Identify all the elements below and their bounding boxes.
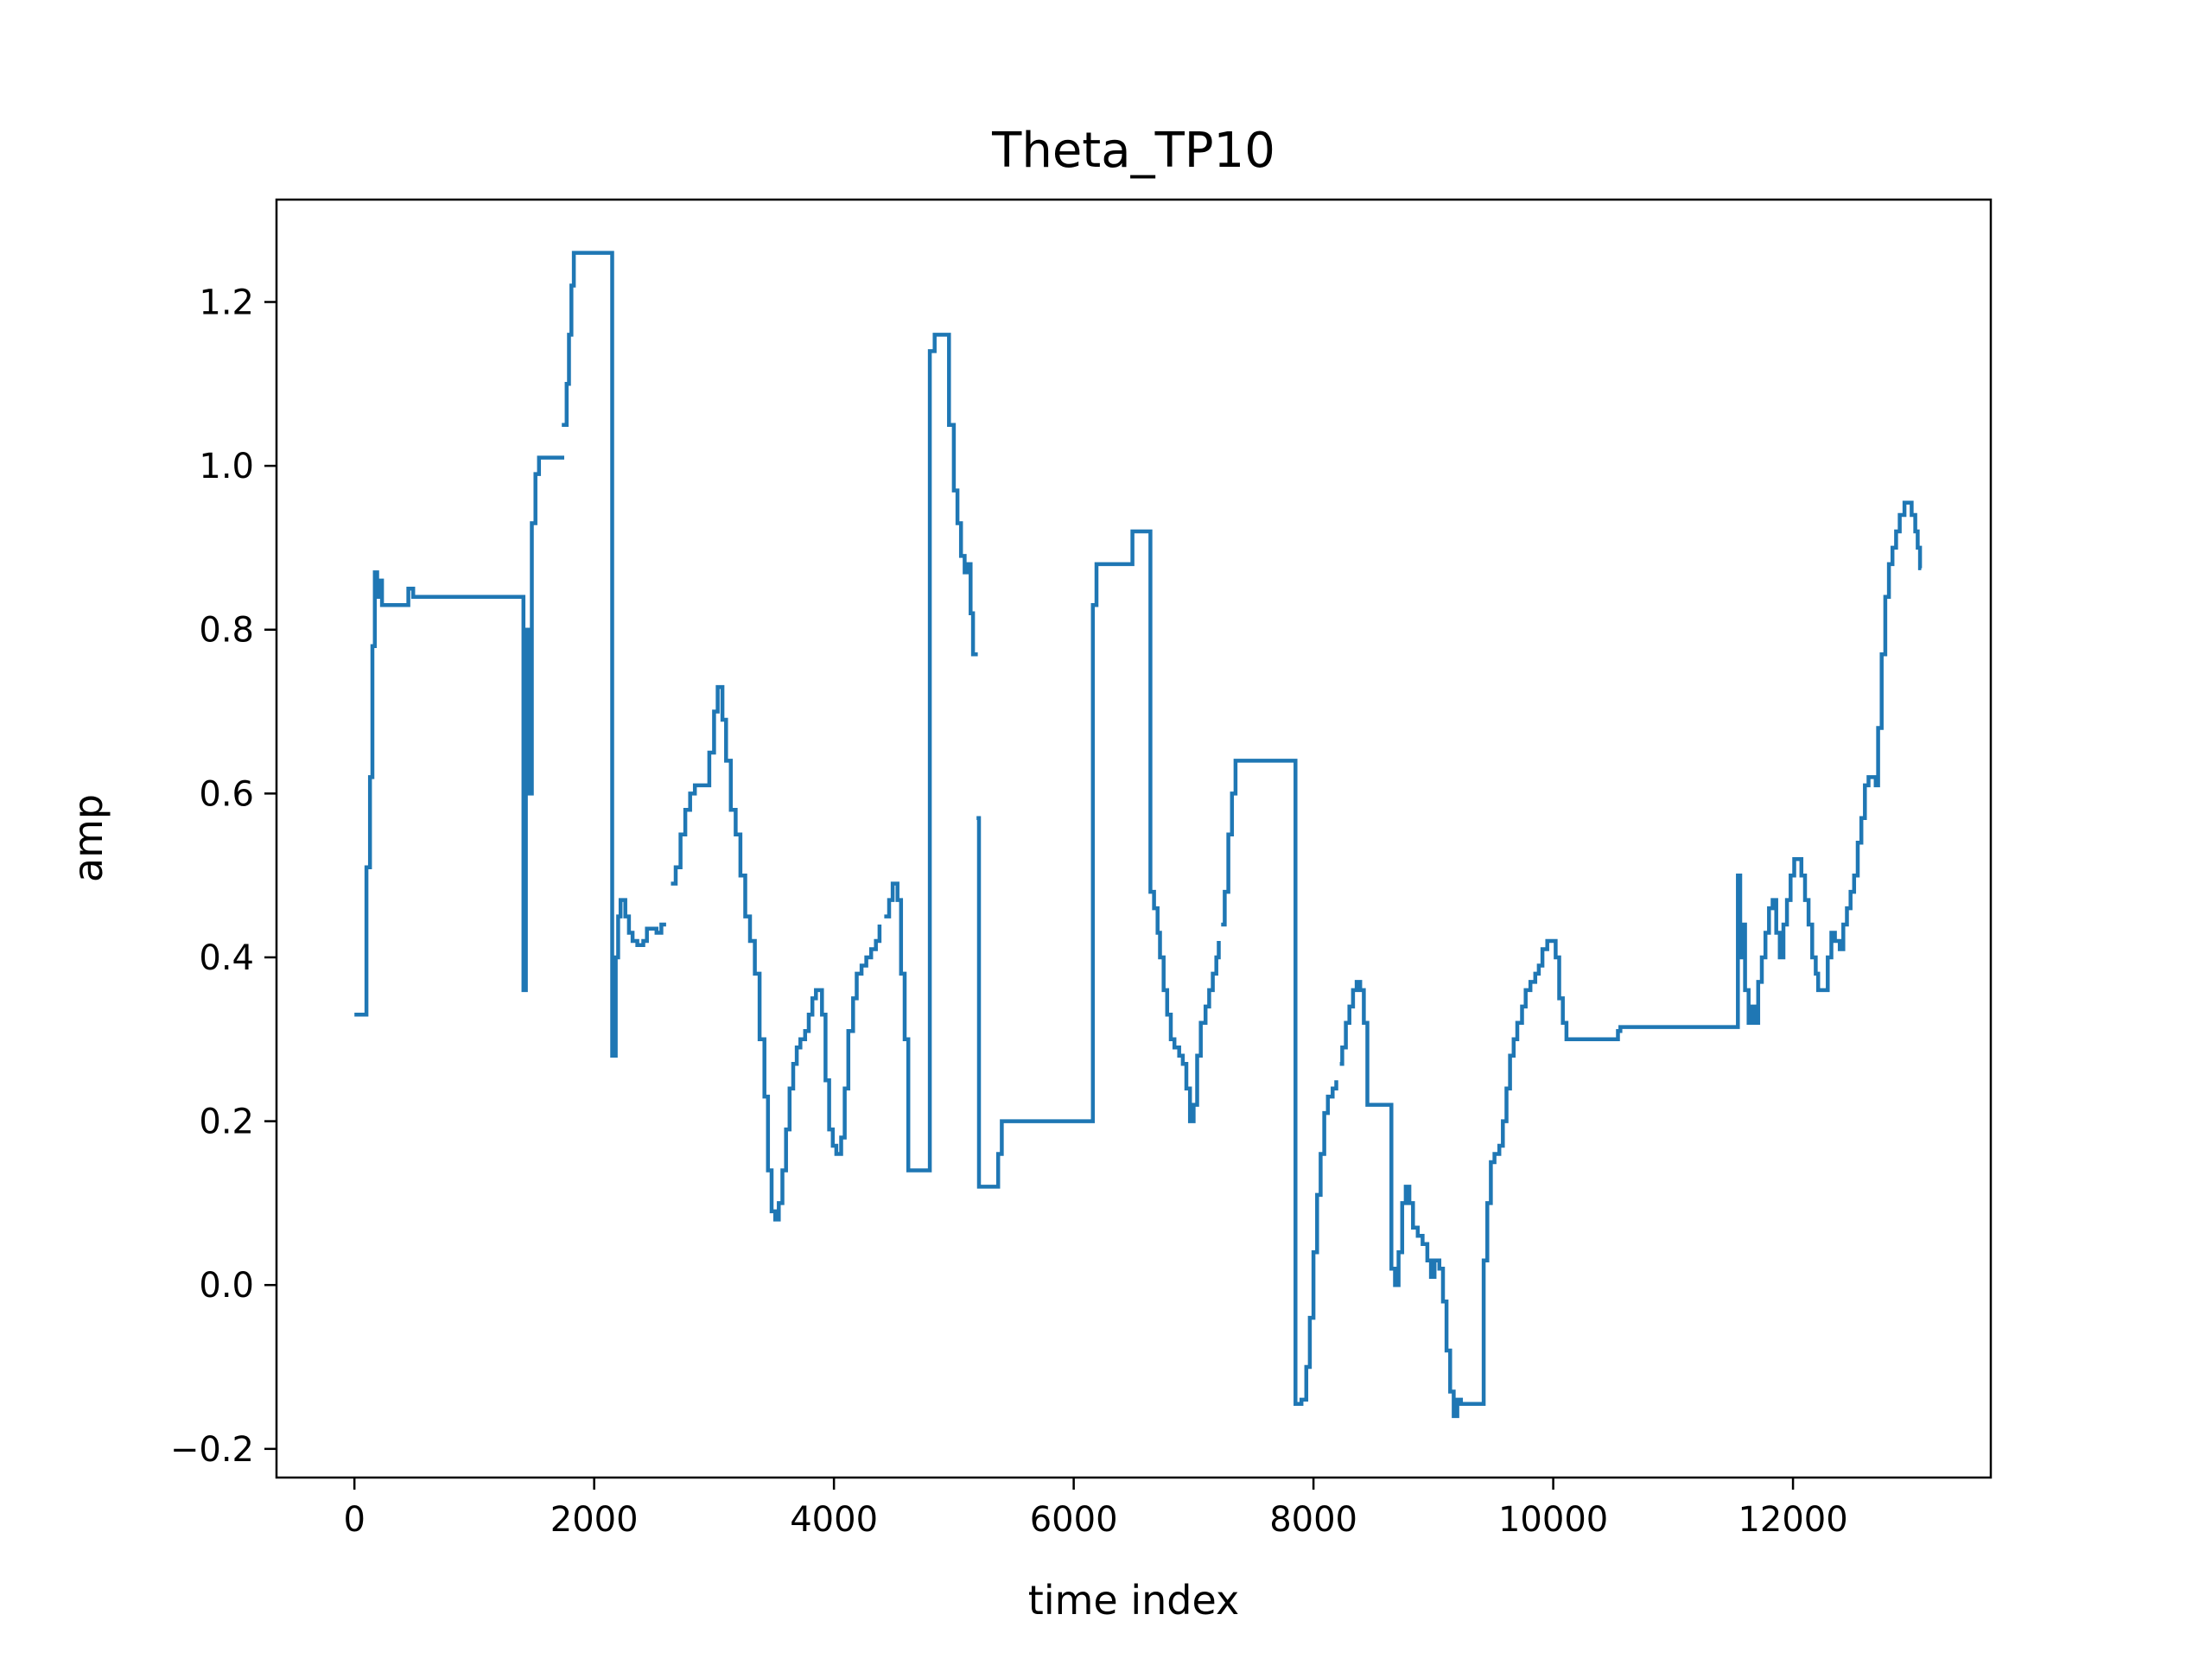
y-tick-label: 1.2: [199, 283, 254, 323]
series-line-segment: [976, 529, 1221, 1189]
x-tick-label: 12000: [1738, 1500, 1847, 1540]
series-line-segment: [354, 455, 564, 1017]
plot-area: [276, 200, 1991, 1478]
series-line-segment: [1221, 759, 1338, 1406]
y-tick-label: 1.0: [199, 447, 254, 486]
x-tick-label: 6000: [1030, 1500, 1118, 1540]
y-tick-label: −0.2: [170, 1430, 254, 1470]
series-line-segment: [884, 333, 978, 1173]
x-tick-label: 0: [343, 1500, 365, 1540]
y-tick-label: 0.8: [199, 611, 254, 651]
chart-title: Theta_TP10: [991, 123, 1275, 179]
y-tick-label: 0.2: [199, 1103, 254, 1142]
series-line-segment: [1339, 500, 1923, 1419]
x-tick-label: 8000: [1269, 1500, 1357, 1540]
x-axis-title: time index: [1028, 1577, 1239, 1624]
x-tick-label: 2000: [550, 1500, 639, 1540]
x-tick-label: 10000: [1498, 1500, 1608, 1540]
series-layer: [354, 251, 1923, 1419]
y-tick-label: 0.6: [199, 774, 254, 814]
x-tick-label: 4000: [790, 1500, 878, 1540]
x-axis: 0 2000 4000 6000 8000 10000 12000: [343, 1478, 1848, 1540]
y-axis-title: amp: [65, 794, 111, 882]
series-line-segment: [562, 251, 666, 1058]
axes-frame: [275, 198, 1993, 1479]
y-tick-label: 0.0: [199, 1266, 254, 1306]
y-axis: −0.2 0.0 0.2 0.4 0.6 0.8 1.0 1.2: [170, 283, 276, 1470]
y-tick-label: 0.4: [199, 938, 254, 978]
series-line-segment: [671, 684, 882, 1222]
